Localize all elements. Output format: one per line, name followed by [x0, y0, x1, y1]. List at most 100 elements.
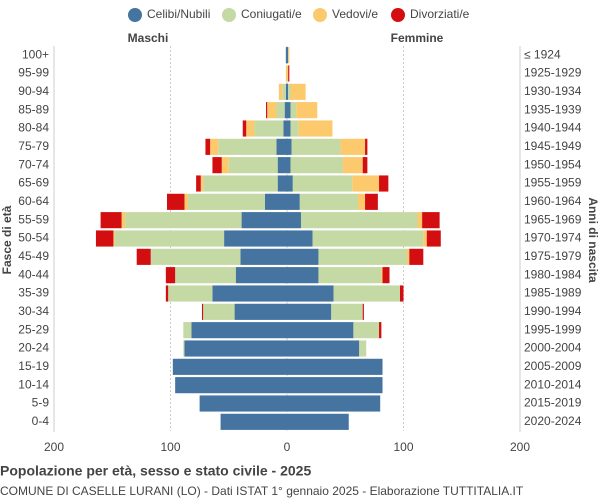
age-label: 20-24 — [18, 341, 49, 355]
bar-female — [381, 267, 383, 284]
bar-male — [264, 193, 287, 210]
bar-male — [282, 83, 286, 100]
bar-male — [165, 285, 169, 302]
birth-year-label: 2015-2019 — [524, 396, 582, 410]
bar-female — [365, 138, 368, 155]
bar-male — [95, 230, 114, 247]
bar-male — [285, 65, 287, 82]
bar-male — [210, 138, 219, 155]
bar-male — [191, 322, 287, 339]
bar-female — [287, 47, 289, 64]
bar-female — [340, 138, 366, 155]
x-tick-label: 100 — [160, 440, 180, 454]
bar-female — [342, 157, 363, 174]
bar-male — [212, 285, 287, 302]
bar-male — [175, 377, 287, 394]
birth-year-label: 1985-1989 — [524, 286, 582, 300]
bar-male — [184, 340, 287, 357]
bar-male — [196, 175, 201, 192]
legend-marker — [391, 8, 405, 22]
bar-male — [283, 120, 287, 137]
bar-female — [333, 285, 401, 302]
bar-female — [362, 157, 368, 174]
birth-year-label: 1955-1959 — [524, 176, 582, 190]
bar-female — [291, 138, 341, 155]
age-label: 100+ — [22, 47, 49, 61]
bar-male — [165, 267, 176, 284]
right-label: Femmine — [391, 31, 444, 45]
bar-female — [400, 285, 404, 302]
bar-female — [382, 267, 390, 284]
bar-male — [205, 138, 211, 155]
left-label: Maschi — [128, 31, 169, 45]
bar-female — [318, 248, 407, 265]
birth-year-label: ≤ 1924 — [524, 47, 561, 61]
bar-male — [276, 102, 285, 119]
x-tick-label: 200 — [44, 440, 64, 454]
bar-female — [359, 340, 367, 357]
bar-male — [266, 102, 268, 119]
legend-label: Divorziati/e — [410, 7, 470, 21]
bar-male — [254, 120, 284, 137]
bar-male — [100, 212, 122, 229]
bar-female — [288, 65, 290, 82]
bar-female — [287, 175, 293, 192]
birth-year-label: 1935-1939 — [524, 102, 582, 116]
bar-male — [285, 47, 287, 64]
bar-female — [287, 102, 291, 119]
bar-female — [287, 212, 301, 229]
birth-year-label: 2000-2004 — [524, 341, 582, 355]
bar-female — [409, 248, 424, 265]
birth-year-label: 1960-1964 — [524, 194, 582, 208]
age-label: 30-34 — [18, 304, 49, 318]
bar-female — [353, 322, 380, 339]
birth-year-label: 1945-1949 — [524, 139, 582, 153]
bar-female — [287, 395, 381, 412]
age-label: 95-99 — [18, 66, 49, 80]
bar-male — [220, 413, 287, 430]
age-label: 15-19 — [18, 359, 49, 373]
bar-female — [288, 83, 291, 100]
birth-year-label: 1990-1994 — [524, 304, 582, 318]
bar-female — [287, 248, 319, 265]
bar-female — [287, 358, 383, 375]
bar-male — [234, 303, 287, 320]
legend-label: Coniugati/e — [241, 7, 302, 21]
bar-female — [287, 303, 332, 320]
bar-male — [284, 102, 287, 119]
bar-male — [228, 157, 278, 174]
bar-female — [331, 303, 363, 320]
birth-year-label: 1970-1974 — [524, 231, 582, 245]
bar-female — [299, 193, 359, 210]
y-axis-title: Fasce di età — [0, 205, 14, 274]
legend-label: Celibi/Nubili — [147, 7, 210, 21]
age-label: 50-54 — [18, 231, 49, 245]
birth-year-label: 2010-2014 — [524, 377, 582, 391]
bar-male — [125, 212, 242, 229]
bar-female — [287, 267, 319, 284]
birth-year-label: 1975-1979 — [524, 249, 582, 263]
age-label: 45-49 — [18, 249, 49, 263]
age-label: 25-29 — [18, 322, 49, 336]
chart-subtitle: COMUNE DI CASELLE LURANI (LO) - Dati IST… — [0, 484, 524, 498]
bar-female — [423, 230, 427, 247]
bar-male — [276, 138, 287, 155]
bar-male — [203, 175, 278, 192]
bar-male — [203, 303, 235, 320]
bar-male — [184, 193, 188, 210]
bar-female — [287, 377, 383, 394]
x-tick-label: 100 — [393, 440, 413, 454]
bar-female — [417, 212, 423, 229]
bar-male — [235, 267, 287, 284]
birth-year-label: 1930-1934 — [524, 84, 582, 98]
birth-year-label: 1940-1944 — [524, 121, 582, 135]
age-label: 65-69 — [18, 176, 49, 190]
bar-female — [287, 83, 289, 100]
bar-female — [426, 230, 441, 247]
bar-male — [113, 230, 115, 247]
y2-axis-title: Anni di nascita — [586, 197, 600, 283]
bar-male — [183, 322, 192, 339]
legend-marker — [313, 8, 327, 22]
age-label: 35-39 — [18, 286, 49, 300]
birth-year-label: 2020-2024 — [524, 414, 582, 428]
